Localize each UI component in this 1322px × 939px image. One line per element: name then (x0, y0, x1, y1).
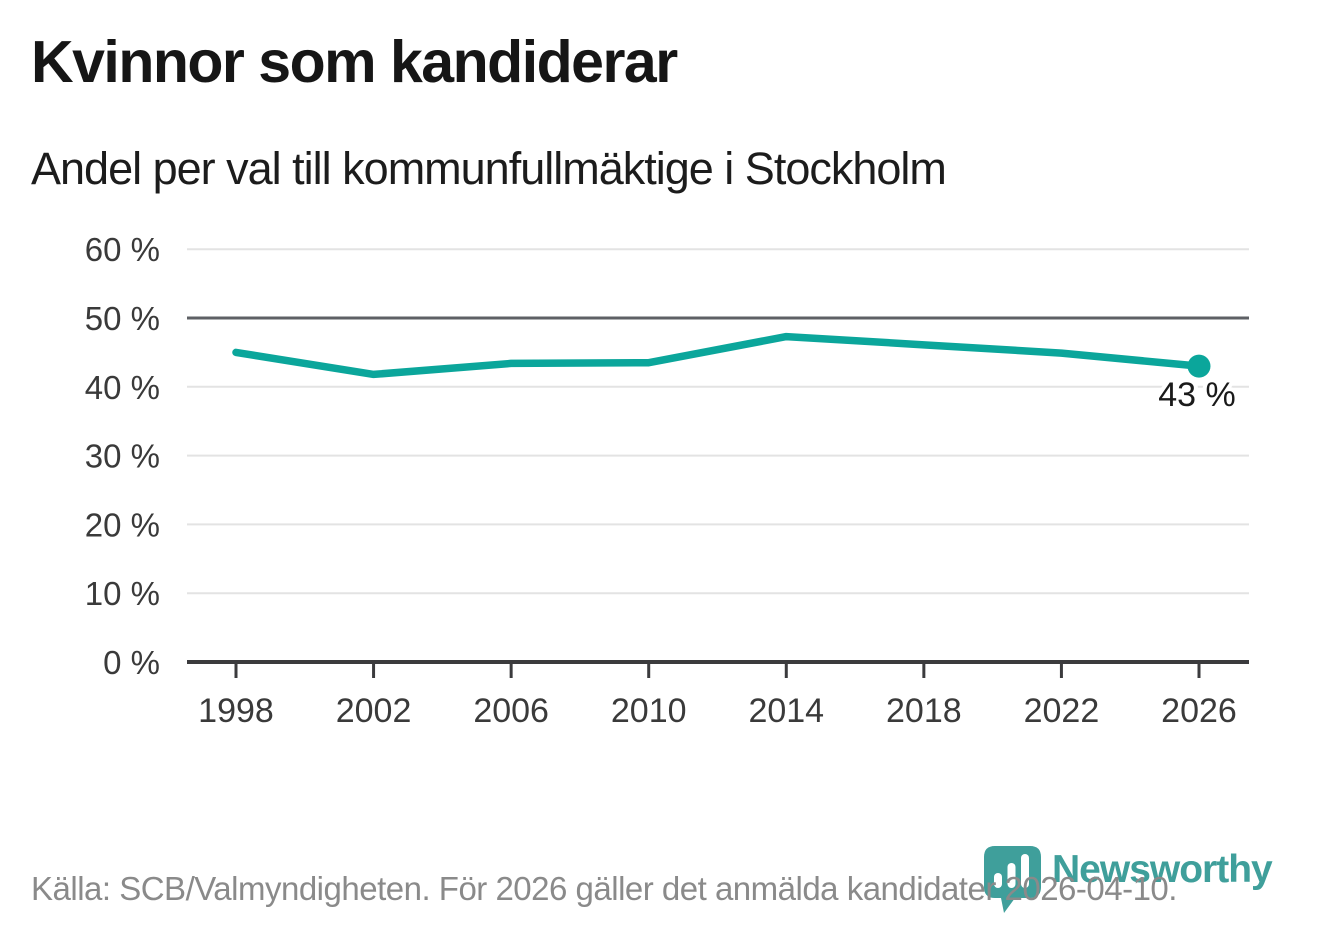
chart-subtitle: Andel per val till kommunfullmäktige i S… (31, 143, 947, 194)
x-tick-label: 1998 (198, 692, 274, 730)
y-tick-label: 60 % (85, 231, 160, 268)
y-tick-label: 0 % (103, 644, 160, 681)
y-tick-label: 10 % (85, 575, 160, 612)
x-tick-label: 2002 (336, 692, 412, 730)
newsworthy-pin-barchart-icon (984, 846, 1041, 913)
y-tick-label: 50 % (85, 300, 160, 337)
x-tick-label: 2018 (886, 692, 962, 730)
end-point-marker (1187, 354, 1211, 378)
y-tick-label: 20 % (85, 506, 160, 543)
x-tick-label: 2014 (748, 692, 824, 730)
end-value-label: 43 % (1158, 376, 1236, 414)
newsworthy-logo: Newsworthy (984, 846, 1294, 918)
y-tick-label: 40 % (85, 369, 160, 406)
x-tick-label: 2026 (1161, 692, 1237, 730)
data-line (232, 332, 1203, 379)
x-tick-label: 2006 (473, 692, 549, 730)
source-note: Källa: SCB/Valmyndigheten. För 2026 gäll… (31, 870, 1177, 907)
y-tick-label: 30 % (85, 438, 160, 475)
x-tick-label: 2010 (611, 692, 687, 730)
page-title: Kvinnor som kandiderar (31, 29, 678, 95)
x-tick-label: 2022 (1024, 692, 1100, 730)
newsworthy-wordmark: Newsworthy (1052, 848, 1273, 891)
